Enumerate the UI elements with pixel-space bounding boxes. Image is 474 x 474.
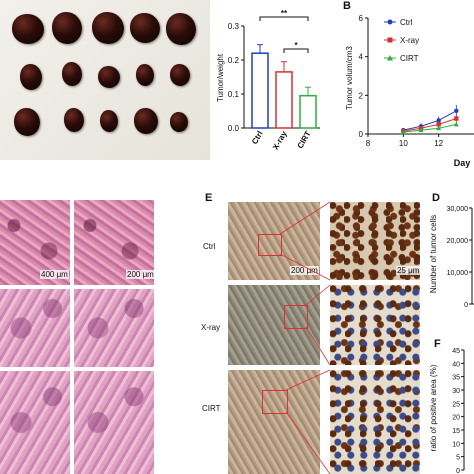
- ihc-tile-xray-low: [228, 285, 320, 365]
- he-tile-xray-low: [0, 289, 70, 367]
- tumor-volume-xlabel: Day: [454, 158, 471, 168]
- positive-area-ytick-label: 35: [452, 375, 460, 382]
- tumor-photograph: [0, 0, 210, 160]
- tumor-specimen: [14, 108, 40, 136]
- he-scale-200: 200 μm: [126, 270, 155, 279]
- tumor-volume-legend: Ctrl X-ray CIRT: [384, 18, 419, 63]
- panel-letter-e: E: [205, 192, 213, 204]
- ihc-tile-xray-high: [330, 285, 420, 365]
- tumor-volume-point: [436, 122, 441, 127]
- ihc-zoom-box-cirt: [262, 390, 288, 414]
- tumor-cells-ytick-label: 20,000: [447, 238, 469, 245]
- panel-letter-f: F: [434, 338, 441, 350]
- tumor-cells-ytick-label: 30,000: [447, 206, 469, 213]
- tumor-volume-ylabel: Tumor volum/cm3: [345, 46, 354, 110]
- ihc-row-label-xray: X-ray: [201, 323, 221, 332]
- ihc-row-label-ctrl: Ctrl: [203, 242, 216, 251]
- positive-area-ytick-label: 30: [452, 388, 460, 395]
- positive-area-ytick-label: 10: [452, 441, 460, 448]
- positive-area-chart: ratio of positive area (%) 0 5 10 15 20 25 30 3…: [429, 348, 465, 474]
- positive-area-ytick-label: 15: [452, 428, 460, 435]
- tumor-weight-ylabel: Tumor/weight: [216, 53, 225, 102]
- tumor-volume-line: [403, 118, 457, 132]
- tumor-volume-line: [403, 123, 457, 133]
- he-scale-400: 400 μm: [40, 270, 69, 279]
- tumor-specimen: [92, 12, 124, 44]
- positive-area-ytick-label: 0: [456, 468, 460, 474]
- tumor-cells-ytick-label: 10,000: [447, 270, 469, 277]
- tumor-volume-point: [436, 125, 442, 131]
- tumor-volume-xtick-label: 10: [399, 139, 408, 148]
- ihc-zoom-box-xray: [284, 305, 308, 329]
- tumor-specimen: [170, 64, 190, 86]
- tumor-volume-point: [436, 118, 441, 123]
- significance-bracket: [283, 48, 309, 53]
- legend-marker-xray: [387, 37, 393, 43]
- tumor-weight-ytick-label: 0.1: [228, 90, 240, 99]
- significance-label: **: [281, 9, 288, 18]
- tumor-specimen: [62, 62, 82, 86]
- positive-area-ytick-label: 40: [452, 361, 460, 368]
- positive-area-ylabel: ratio of positive area (%): [429, 364, 438, 451]
- he-tile-xray-high: [74, 289, 154, 367]
- tumor-specimen: [20, 64, 42, 90]
- tumor-volume-xtick-label: 12: [434, 139, 443, 148]
- ihc-tile-cirt-high: [330, 370, 420, 474]
- ihc-scale-high-ctrl: 25 μm: [396, 266, 421, 275]
- tumor-specimen: [98, 66, 120, 88]
- tumor-volume-point: [454, 108, 459, 114]
- legend-label-ctrl: Ctrl: [400, 18, 413, 27]
- legend-marker-ctrl: [387, 19, 393, 25]
- positive-area-ytick-label: 25: [452, 401, 460, 408]
- tumor-cells-ytick-label: 0: [464, 302, 468, 309]
- tumor-volume-line: [403, 110, 457, 131]
- tumor-volume-xtick-label: 8: [366, 139, 371, 148]
- ihc-scale-low-ctrl: 200 μm: [290, 266, 319, 275]
- tumor-volume-chart: Tumor volum/cm3 Day 0 2 4 6 8 10 12 Ctrl X-ray…: [345, 14, 474, 168]
- tumor-volume-point: [418, 127, 424, 133]
- tumor-volume-point: [453, 121, 459, 127]
- tumor-volume-point: [400, 129, 406, 135]
- positive-area-ytick-label: 45: [452, 348, 460, 355]
- panel-letter-d: D: [432, 192, 440, 204]
- legend-label-xray: X-ray: [400, 36, 419, 45]
- panel-letter-b: B: [343, 0, 351, 12]
- tumor-volume-ytick-label: 0: [359, 130, 364, 139]
- legend-marker-cirt: [387, 55, 393, 61]
- positive-area-ytick-label: 20: [452, 415, 460, 422]
- tumor-specimen: [134, 108, 158, 134]
- legend-label-cirt: CIRT: [400, 54, 419, 63]
- tumor-cells-ylabel: Number of tumor cells: [429, 215, 438, 293]
- tumor-specimen: [64, 108, 84, 132]
- tumor-volume-ytick-label: 6: [359, 14, 364, 23]
- tumor-weight-ytick-label: 0.0: [228, 124, 240, 133]
- significance-label: *: [294, 41, 298, 50]
- tumor-specimen: [100, 110, 118, 132]
- ihc-tile-cirt-low: [228, 370, 320, 474]
- positive-area-ytick-label: 5: [456, 455, 460, 462]
- tumor-weight-ytick-label: 0.3: [228, 22, 240, 31]
- tumor-specimen: [170, 112, 188, 132]
- tumor-specimen: [130, 13, 160, 43]
- he-tile-cirt-high: [74, 371, 154, 474]
- he-tile-cirt-low: [0, 371, 70, 474]
- tumor-volume-ytick-label: 2: [359, 91, 364, 100]
- ihc-row-label-cirt: CIRT: [202, 404, 221, 413]
- tumor-specimen: [12, 14, 44, 44]
- significance-bracket: [259, 16, 309, 21]
- tumor-volume-ytick-label: 4: [359, 53, 364, 62]
- ihc-zoom-box-ctrl: [258, 234, 282, 256]
- tumor-cells-chart: Number of tumor cells 0 10,000 20,000 30,00…: [429, 206, 474, 309]
- tumor-specimen: [52, 12, 82, 44]
- tumor-weight-ytick-label: 0.2: [228, 56, 240, 65]
- tumor-volume-point: [454, 116, 459, 121]
- tumor-specimen: [166, 13, 196, 45]
- tumor-specimen: [136, 64, 154, 86]
